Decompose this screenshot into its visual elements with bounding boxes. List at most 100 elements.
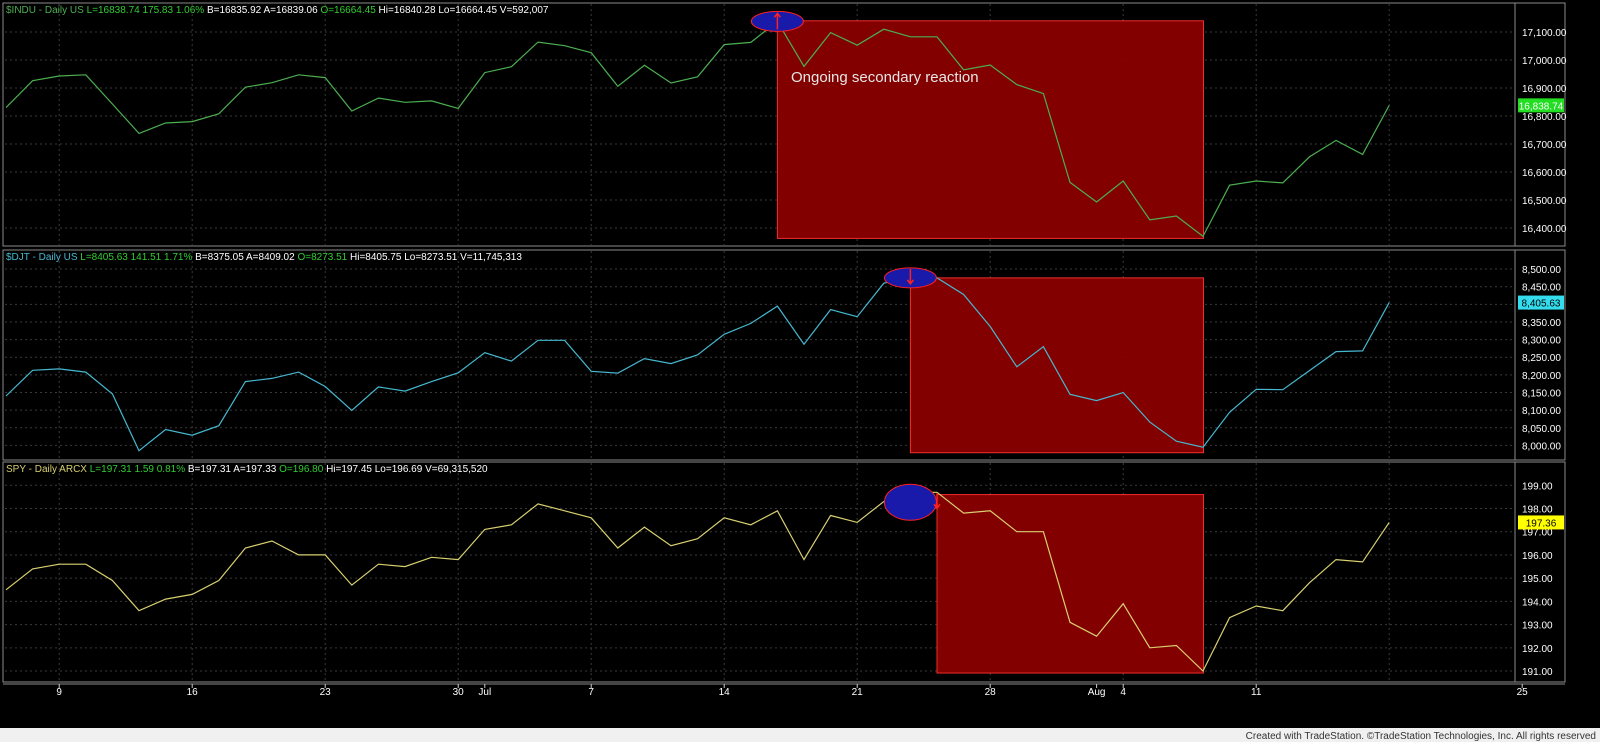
annotation-text: Ongoing secondary reaction — [791, 69, 979, 86]
panel-border — [2, 2, 1566, 247]
header-field: 141.51 — [131, 252, 164, 263]
panel-border — [2, 461, 1566, 683]
y-tick-label: 8,350.00 — [1522, 318, 1561, 329]
y-tick-label: 194.00 — [1522, 597, 1553, 608]
x-tick-label: 28 — [985, 687, 997, 698]
header-field: Lo=16664.45 — [438, 5, 499, 16]
price-line — [5, 20, 1390, 238]
arrow-down-icon — [906, 268, 914, 286]
y-tick-label: 16,600.00 — [1522, 168, 1567, 179]
y-tick-label: 16,900.00 — [1522, 84, 1567, 95]
header-field: V=69,315,520 — [425, 464, 488, 475]
x-tick-label: Aug — [1088, 687, 1106, 698]
y-tick-label: 8,050.00 — [1522, 424, 1561, 435]
header-field: L=197.31 — [90, 464, 135, 475]
header-field: Lo=8273.51 — [404, 252, 460, 263]
y-tick-label: 196.00 — [1522, 551, 1553, 562]
header-symbol: $DJT - Daily — [6, 252, 64, 263]
x-tick-label: 9 — [56, 687, 62, 698]
header-field: L=16838.74 — [87, 5, 143, 16]
last-value-box — [1518, 98, 1564, 113]
y-tick-label: 197.00 — [1522, 528, 1553, 539]
footer-credit: Created with TradeStation. ©TradeStation… — [1246, 731, 1596, 742]
panel-spy: 191.00 192.00 193.00 194.00 195.00 196.00 197.… — [2, 461, 1566, 683]
last-value-label: 197.36 — [1526, 518, 1557, 529]
header-exchange: US — [70, 5, 87, 16]
y-tick-label: 8,250.00 — [1522, 353, 1561, 364]
header-field: Hi=197.45 — [326, 464, 375, 475]
header-field: 1.06% — [176, 5, 207, 16]
header-field: A=8409.02 — [246, 252, 297, 263]
header-field: A=197.33 — [233, 464, 279, 475]
header-field: Lo=196.69 — [375, 464, 425, 475]
y-tick-label: 16,500.00 — [1522, 196, 1567, 207]
shaded-reaction-region — [909, 277, 1205, 454]
x-tick-label: 23 — [320, 687, 332, 698]
series-header: $DJT - Daily US L=8405.63 141.51 1.71% B… — [6, 252, 522, 263]
x-tick-label: 21 — [852, 687, 864, 698]
y-tick-label: 195.00 — [1522, 574, 1553, 585]
header-field: L=8405.63 — [80, 252, 130, 263]
last-value-label: 8,405.63 — [1522, 299, 1561, 310]
x-tick-label: 7 — [588, 687, 594, 698]
arrow-down-icon — [933, 493, 941, 510]
footer-bar — [0, 728, 1600, 742]
header-field: V=11,745,313 — [460, 252, 522, 263]
panel-border — [2, 249, 1566, 461]
price-line — [5, 277, 1390, 452]
y-tick-label: 16,800.00 — [1522, 112, 1567, 123]
y-tick-label: 17,000.00 — [1522, 56, 1567, 67]
header-field: Hi=8405.75 — [350, 252, 404, 263]
x-tick-label: 4 — [1120, 687, 1126, 698]
last-value-label: 16,838.74 — [1519, 101, 1564, 112]
x-tick-label: 30 — [453, 687, 465, 698]
header-field: V=592,007 — [500, 5, 549, 16]
y-tick-label: 8,500.00 — [1522, 265, 1561, 276]
y-tick-label: 198.00 — [1522, 505, 1553, 516]
header-exchange: US — [64, 252, 81, 263]
header-field: B=8375.05 — [195, 252, 246, 263]
y-tick-label: 191.00 — [1522, 667, 1553, 678]
y-tick-label: 17,100.00 — [1522, 28, 1567, 39]
header-field: 175.83 — [142, 5, 175, 16]
peak-marker-ellipse — [883, 483, 937, 521]
x-tick-label: 25 — [1517, 687, 1529, 698]
y-tick-label: 8,450.00 — [1522, 283, 1561, 294]
shaded-reaction-region — [776, 20, 1205, 239]
series-header: $INDU - Daily US L=16838.74 175.83 1.06%… — [6, 5, 549, 16]
x-tick-label: 16 — [187, 687, 199, 698]
y-tick-label: 192.00 — [1522, 644, 1553, 655]
header-exchange: ARCX — [59, 464, 90, 475]
y-tick-label: 16,700.00 — [1522, 140, 1567, 151]
x-tick-label: Jul — [478, 687, 491, 698]
y-tick-label: 8,150.00 — [1522, 389, 1561, 400]
arrow-up-icon — [773, 12, 781, 30]
y-tick-label: 16,400.00 — [1522, 224, 1567, 235]
x-tick-label: 14 — [719, 687, 731, 698]
x-tick-label: 11 — [1251, 687, 1262, 698]
y-tick-label: 8,300.00 — [1522, 336, 1561, 347]
y-tick-label: 8,000.00 — [1522, 441, 1561, 452]
y-tick-label: 199.00 — [1522, 481, 1553, 492]
header-field: Hi=16840.28 — [379, 5, 439, 16]
last-value-box — [1518, 515, 1564, 530]
header-field: A=16839.06 — [263, 5, 320, 16]
y-tick-label: 8,100.00 — [1522, 406, 1561, 417]
series-header: SPY - Daily ARCX L=197.31 1.59 0.81% B=1… — [6, 464, 488, 475]
header-field: 1.59 — [135, 464, 157, 475]
header-field: O=196.80 — [279, 464, 326, 475]
price-line — [5, 491, 1390, 672]
header-field: O=8273.51 — [297, 252, 350, 263]
y-tick-label: 193.00 — [1522, 621, 1553, 632]
header-field: 1.71% — [164, 252, 195, 263]
panel-indu: 16,400.00 16,500.00 16,600.00 16,700.00 16,8… — [2, 2, 1567, 247]
panel-djt: 8,000.00 8,050.00 8,100.00 8,150.00 8,200.00… — [2, 249, 1566, 461]
header-symbol: $INDU - Daily — [6, 5, 70, 16]
header-field: B=197.31 — [188, 464, 233, 475]
header-symbol: SPY - Daily — [6, 464, 59, 475]
y-tick-label: 8,200.00 — [1522, 371, 1561, 382]
header-field: B=16835.92 — [207, 5, 263, 16]
last-value-box — [1518, 295, 1564, 310]
header-field: O=16664.45 — [320, 5, 378, 16]
